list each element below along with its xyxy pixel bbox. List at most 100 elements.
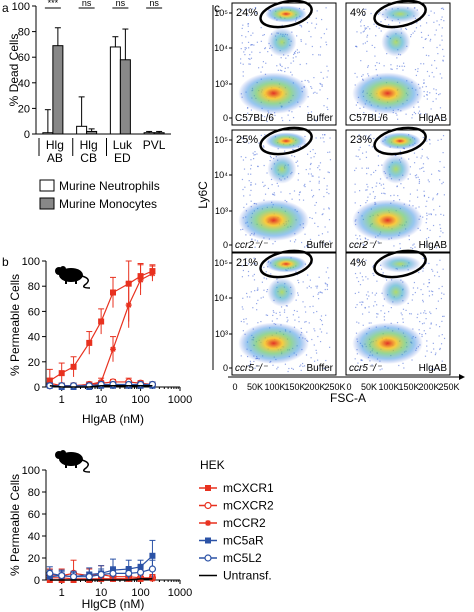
x-tick-label: 200K xyxy=(304,382,325,392)
event-dot xyxy=(314,222,316,224)
event-dot xyxy=(300,39,302,41)
event-dot xyxy=(357,138,359,140)
event-dot xyxy=(379,178,382,180)
event-dot xyxy=(313,77,315,79)
event-dot xyxy=(324,226,326,228)
event-dot xyxy=(442,135,445,137)
event-dot xyxy=(399,247,402,249)
event-dot xyxy=(355,155,357,157)
event-dot xyxy=(311,217,313,220)
event-dot xyxy=(385,279,388,281)
x-tick-label: 50K xyxy=(361,382,377,392)
x-axis-arrow xyxy=(459,374,465,380)
event-dot xyxy=(279,63,281,65)
event-dot xyxy=(293,149,295,151)
event-dot xyxy=(286,321,288,323)
event-dot xyxy=(410,313,412,315)
event-dot xyxy=(370,134,372,136)
event-dot xyxy=(438,275,440,278)
event-dot xyxy=(422,267,424,269)
event-dot xyxy=(303,8,305,10)
event-dot xyxy=(305,43,307,45)
event-dot xyxy=(359,205,362,207)
event-dot xyxy=(442,268,444,270)
event-dot xyxy=(314,204,316,206)
event-dot xyxy=(414,246,416,248)
event-dot xyxy=(356,238,358,240)
event-dot xyxy=(256,41,258,43)
event-dot xyxy=(441,39,443,41)
event-dot xyxy=(396,185,398,188)
marker-circle xyxy=(69,382,78,390)
event-dot xyxy=(298,281,300,284)
event-dot xyxy=(326,288,329,291)
event-dot xyxy=(319,291,321,293)
event-dot xyxy=(266,120,268,123)
event-dot xyxy=(243,206,245,209)
event-dot xyxy=(408,238,410,241)
event-dot xyxy=(355,167,357,169)
event-dot xyxy=(245,156,247,159)
event-dot xyxy=(439,326,441,328)
chart-b-bottom-series xyxy=(46,539,157,583)
event-dot xyxy=(441,16,443,18)
event-dot xyxy=(253,279,256,281)
event-dot xyxy=(380,268,383,270)
event-dot xyxy=(255,302,258,305)
event-dot xyxy=(293,190,296,192)
event-dot xyxy=(254,151,256,153)
event-dot xyxy=(432,270,434,272)
event-dot xyxy=(249,58,251,60)
event-dot xyxy=(317,167,319,169)
event-dot xyxy=(429,38,432,41)
event-dot xyxy=(259,51,261,54)
event-dot xyxy=(303,185,305,187)
event-dot xyxy=(382,272,384,274)
event-dot xyxy=(357,260,360,262)
event-dot xyxy=(315,212,317,214)
event-dot xyxy=(428,196,430,199)
panel-label-b: b xyxy=(2,255,9,269)
event-dot xyxy=(413,106,415,108)
flow-panel: 24% C57BL/6 Buffer xyxy=(231,0,337,126)
legend-label: Untransf. xyxy=(223,569,272,583)
event-dot xyxy=(264,47,267,49)
event-dot xyxy=(327,151,329,154)
event-dot xyxy=(360,32,362,34)
event-dot xyxy=(244,186,246,188)
event-dot xyxy=(384,312,386,314)
event-dot xyxy=(242,308,244,310)
event-dot xyxy=(250,173,252,175)
event-dot xyxy=(422,47,424,49)
mouse-icon xyxy=(55,266,91,289)
event-dot xyxy=(367,66,369,68)
event-dot xyxy=(390,307,392,309)
x-tick-label: 0 xyxy=(346,382,351,392)
event-dot xyxy=(368,322,370,324)
density-high xyxy=(265,132,307,150)
event-dot xyxy=(378,27,380,29)
event-dot xyxy=(415,74,417,77)
event-dot xyxy=(367,167,370,169)
event-dot xyxy=(421,36,423,38)
event-dot xyxy=(442,48,444,51)
event-dot xyxy=(319,328,321,330)
event-dot xyxy=(439,73,441,75)
event-dot xyxy=(442,315,444,318)
event-dot xyxy=(361,167,363,169)
event-dot xyxy=(326,285,328,287)
event-dot xyxy=(357,243,359,245)
event-dot xyxy=(371,44,373,47)
event-dot xyxy=(242,188,244,191)
event-dot xyxy=(315,349,317,351)
event-dot xyxy=(303,365,306,367)
event-dot xyxy=(299,63,301,66)
event-dot xyxy=(286,305,288,307)
event-dot xyxy=(266,172,268,174)
event-dot xyxy=(240,48,242,50)
event-dot xyxy=(319,340,322,343)
event-dot xyxy=(359,272,361,274)
event-dot xyxy=(367,137,369,140)
event-dot xyxy=(248,136,250,138)
gate-percent: 4% xyxy=(350,7,366,19)
